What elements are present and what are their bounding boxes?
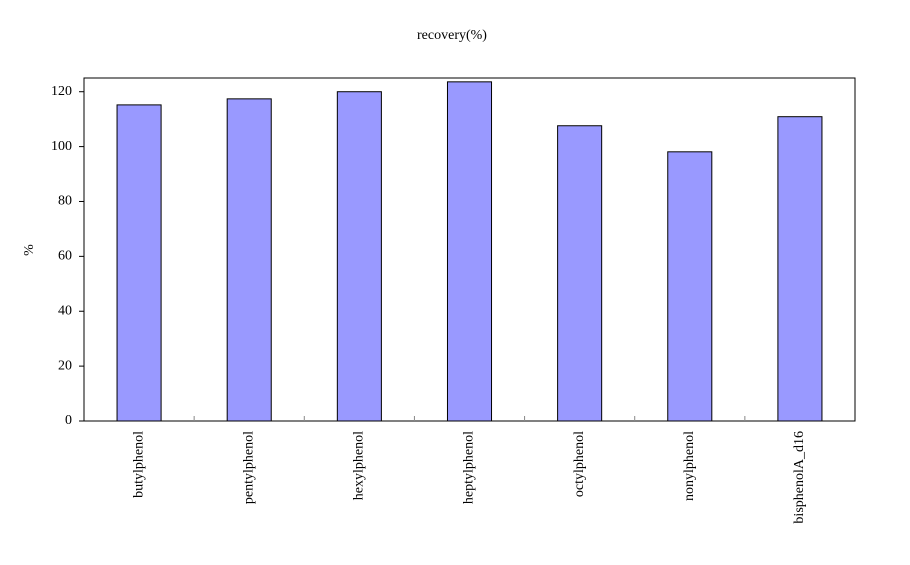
x-tick-label: octylphenol: [572, 431, 587, 497]
x-tick-label: nonylphenol: [682, 431, 697, 501]
y-axis-label: %: [22, 244, 37, 256]
y-tick-label: 40: [58, 303, 72, 318]
bar: [116, 104, 162, 422]
bar: [446, 81, 493, 422]
y-tick-label: 120: [51, 84, 72, 99]
y-tick-label: 20: [58, 358, 72, 373]
bar: [667, 151, 713, 422]
bar: [336, 91, 382, 422]
bar: [226, 98, 272, 422]
x-tick-label: hexylphenol: [352, 431, 367, 500]
y-tick-label: 0: [65, 413, 72, 428]
x-tick-label: bisphenolA_d16: [792, 431, 807, 524]
y-tick-label: 100: [51, 139, 72, 154]
x-tick-label: heptylphenol: [462, 431, 477, 504]
chart-title: recovery(%): [417, 28, 487, 43]
bar: [557, 125, 603, 422]
x-tick-label: pentylphenol: [241, 431, 256, 504]
bar: [777, 116, 823, 422]
y-tick-label: 80: [58, 194, 72, 209]
y-tick-label: 60: [58, 249, 72, 264]
x-tick-label: butylphenol: [131, 431, 146, 498]
